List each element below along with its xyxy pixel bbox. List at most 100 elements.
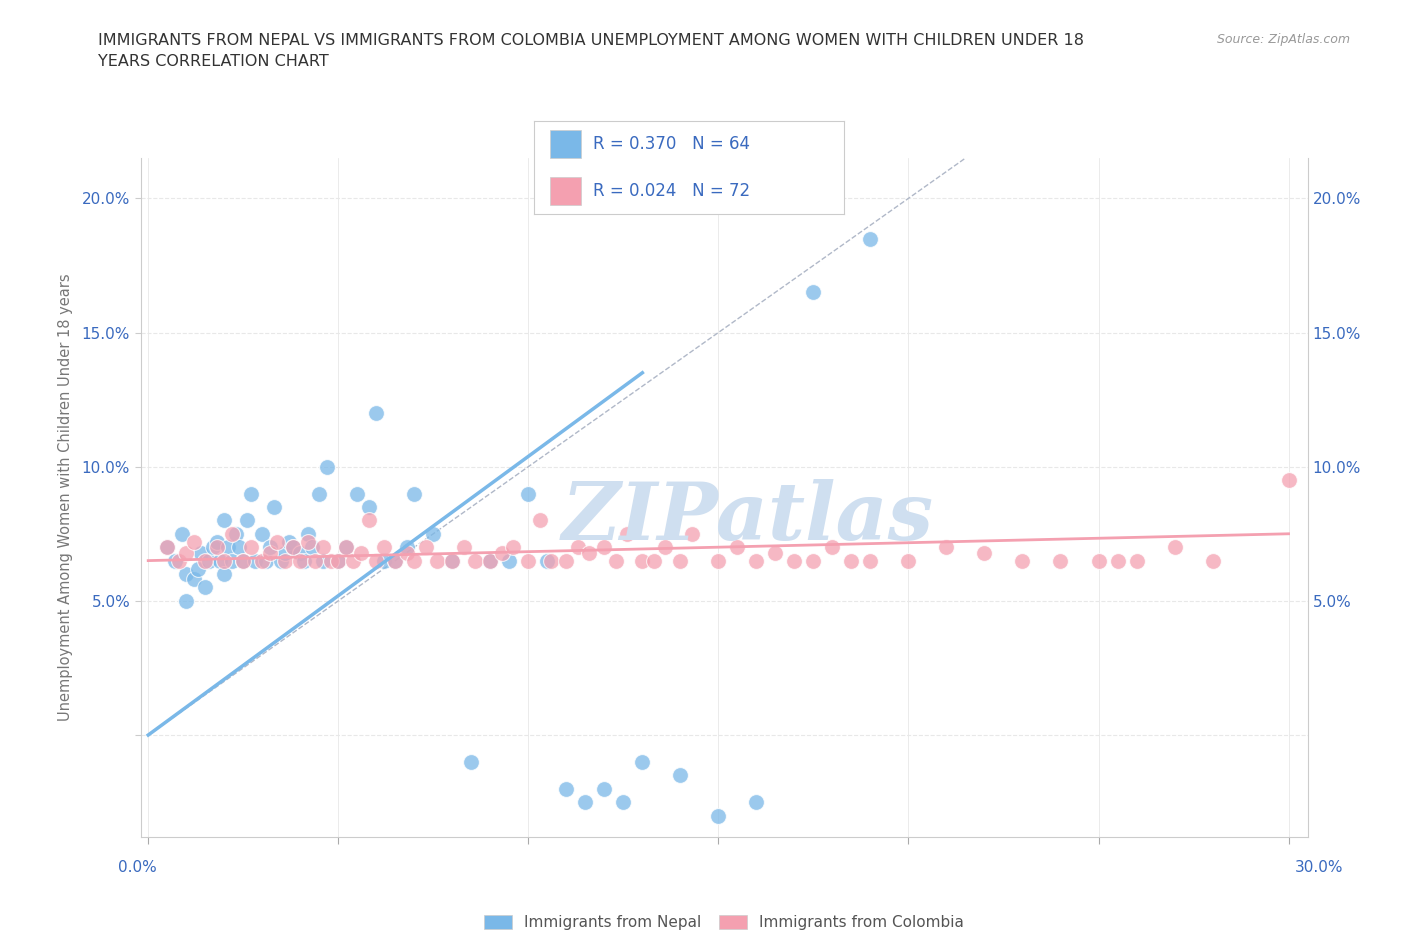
Point	[156, 539, 179, 554]
Point	[259, 545, 281, 560]
Point	[243, 553, 266, 568]
Point	[346, 486, 368, 501]
Point	[441, 553, 464, 568]
Point	[335, 539, 357, 554]
Point	[232, 553, 254, 568]
Point	[221, 526, 243, 541]
Point	[350, 545, 373, 560]
Point	[821, 539, 844, 554]
Point	[297, 526, 319, 541]
Point	[517, 553, 540, 568]
Point	[654, 539, 676, 554]
Point	[270, 553, 292, 568]
Point	[631, 754, 654, 769]
Text: Source: ZipAtlas.com: Source: ZipAtlas.com	[1216, 33, 1350, 46]
Point	[529, 513, 551, 528]
Point	[555, 781, 578, 796]
FancyBboxPatch shape	[550, 130, 581, 158]
Point	[897, 553, 920, 568]
Point	[859, 232, 882, 246]
Point	[217, 539, 239, 554]
Point	[312, 539, 335, 554]
Text: IMMIGRANTS FROM NEPAL VS IMMIGRANTS FROM COLOMBIA UNEMPLOYMENT AMONG WOMEN WITH : IMMIGRANTS FROM NEPAL VS IMMIGRANTS FROM…	[98, 33, 1084, 69]
Point	[404, 553, 426, 568]
Point	[574, 794, 596, 809]
Point	[228, 539, 250, 554]
Point	[292, 553, 315, 568]
Text: 30.0%: 30.0%	[1295, 860, 1343, 875]
Point	[205, 539, 228, 554]
Point	[212, 553, 235, 568]
Point	[1049, 553, 1071, 568]
Point	[593, 781, 616, 796]
Point	[194, 580, 217, 595]
Point	[156, 539, 179, 554]
Point	[498, 553, 520, 568]
Point	[763, 545, 786, 560]
Point	[422, 526, 444, 541]
Point	[605, 553, 627, 568]
Point	[745, 553, 768, 568]
Point	[312, 553, 335, 568]
Point	[236, 513, 259, 528]
Point	[319, 553, 342, 568]
Point	[426, 553, 449, 568]
Point	[198, 553, 221, 568]
Text: R = 0.370   N = 64: R = 0.370 N = 64	[593, 135, 749, 153]
Point	[308, 486, 330, 501]
Point	[612, 794, 634, 809]
Point	[1201, 553, 1223, 568]
Point	[252, 526, 274, 541]
Point	[232, 553, 254, 568]
Point	[212, 513, 235, 528]
Text: 0.0%: 0.0%	[118, 860, 157, 875]
Point	[205, 535, 228, 550]
Point	[254, 553, 277, 568]
Point	[803, 553, 825, 568]
Point	[335, 539, 357, 554]
Point	[1277, 472, 1299, 487]
Point	[536, 553, 558, 568]
Point	[935, 539, 957, 554]
Point	[395, 545, 418, 560]
Point	[384, 553, 406, 568]
Point	[1107, 553, 1129, 568]
Point	[190, 545, 212, 560]
Point	[859, 553, 882, 568]
Point	[259, 539, 281, 554]
Point	[841, 553, 863, 568]
Point	[357, 513, 380, 528]
Point	[373, 553, 395, 568]
Point	[460, 754, 482, 769]
Point	[681, 526, 703, 541]
Point	[209, 553, 232, 568]
Point	[183, 572, 205, 587]
FancyBboxPatch shape	[550, 177, 581, 205]
Point	[297, 535, 319, 550]
Point	[669, 768, 692, 783]
Point	[567, 539, 589, 554]
Point	[221, 553, 243, 568]
Point	[187, 561, 209, 576]
Point	[973, 545, 995, 560]
Point	[707, 553, 730, 568]
Point	[725, 539, 748, 554]
Point	[266, 535, 288, 550]
Point	[491, 545, 513, 560]
Point	[464, 553, 486, 568]
Point	[631, 553, 654, 568]
Point	[669, 553, 692, 568]
Point	[357, 499, 380, 514]
Point	[415, 539, 437, 554]
Legend: Immigrants from Nepal, Immigrants from Colombia: Immigrants from Nepal, Immigrants from C…	[477, 908, 972, 930]
Point	[578, 545, 600, 560]
Point	[304, 553, 326, 568]
Point	[1125, 553, 1147, 568]
Point	[540, 553, 562, 568]
Point	[453, 539, 475, 554]
Point	[366, 405, 388, 420]
Point	[167, 553, 190, 568]
Point	[201, 539, 224, 554]
Point	[263, 499, 285, 514]
Point	[252, 553, 274, 568]
